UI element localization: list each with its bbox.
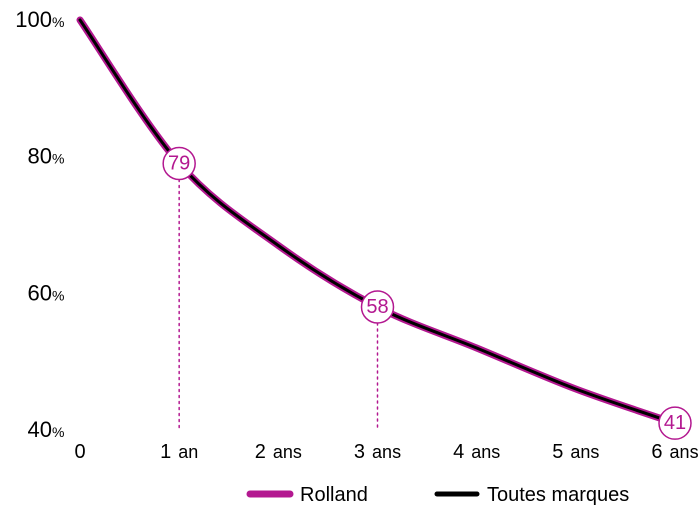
y-tick: 100% bbox=[15, 7, 64, 32]
svg-text:40: 40 bbox=[28, 417, 52, 442]
svg-text:4 ans: 4 ans bbox=[453, 441, 500, 463]
svg-text:80: 80 bbox=[28, 144, 52, 169]
series-line bbox=[80, 20, 675, 423]
depreciation-line-chart: 40%60%80%100%01 an2 ans3 ans4 ans5 ans6 … bbox=[0, 0, 700, 510]
svg-text:60: 60 bbox=[28, 280, 52, 305]
y-tick: 60% bbox=[28, 280, 65, 305]
svg-text:2 ans: 2 ans bbox=[255, 441, 302, 463]
y-tick: 80% bbox=[28, 144, 65, 169]
x-tick: 2 ans bbox=[255, 441, 302, 463]
chart-svg: 40%60%80%100%01 an2 ans3 ans4 ans5 ans6 … bbox=[0, 0, 700, 510]
x-tick: 3 ans bbox=[354, 441, 401, 463]
svg-text:5 ans: 5 ans bbox=[552, 441, 599, 463]
svg-text:%: % bbox=[52, 151, 64, 167]
svg-text:%: % bbox=[52, 287, 64, 303]
svg-text:%: % bbox=[52, 14, 64, 30]
x-tick: 1 an bbox=[160, 441, 198, 463]
x-tick: 0 bbox=[74, 441, 85, 463]
legend-label: Toutes marques bbox=[487, 484, 629, 506]
svg-text:%: % bbox=[52, 424, 64, 440]
series-line bbox=[80, 20, 675, 423]
callout-label: 58 bbox=[366, 296, 388, 318]
svg-text:1 an: 1 an bbox=[160, 441, 198, 463]
svg-text:0: 0 bbox=[74, 441, 85, 463]
svg-text:100: 100 bbox=[15, 7, 52, 32]
x-tick: 5 ans bbox=[552, 441, 599, 463]
y-tick: 40% bbox=[28, 417, 65, 442]
callout-label: 79 bbox=[168, 153, 190, 175]
x-tick: 6 ans bbox=[651, 441, 698, 463]
svg-text:6 ans: 6 ans bbox=[651, 441, 698, 463]
legend-label: Rolland bbox=[300, 484, 368, 506]
callout-label: 41 bbox=[664, 412, 686, 434]
x-tick: 4 ans bbox=[453, 441, 500, 463]
svg-text:3 ans: 3 ans bbox=[354, 441, 401, 463]
